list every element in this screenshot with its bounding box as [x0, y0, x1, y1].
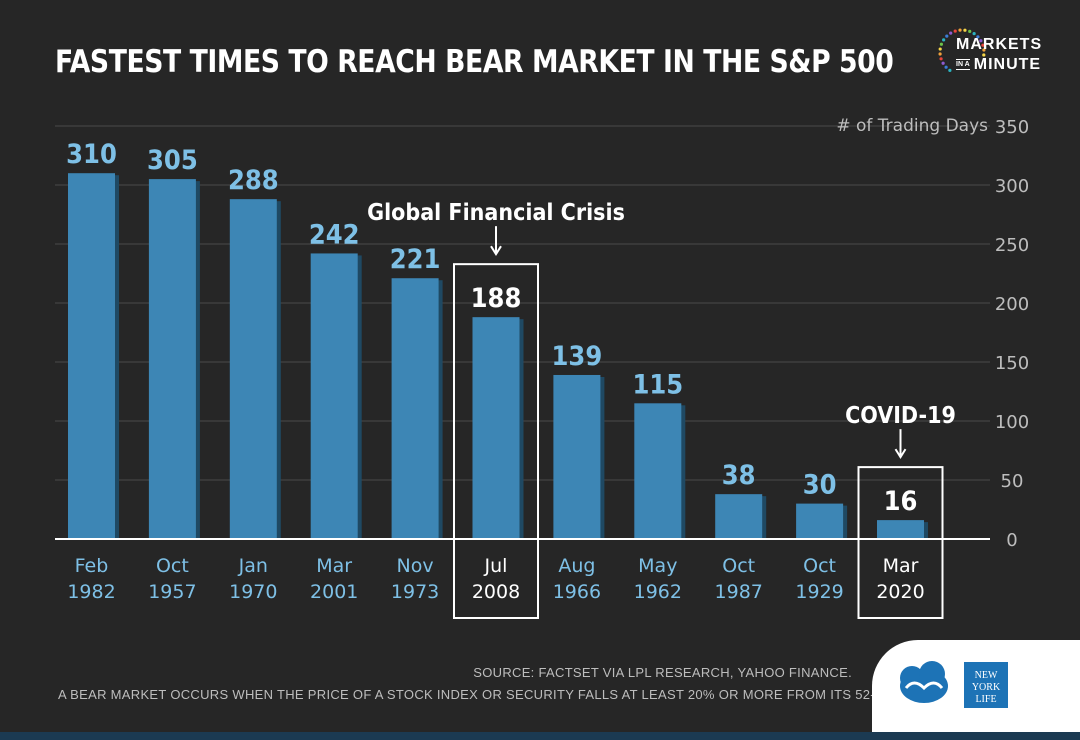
annotation-label: COVID-19	[845, 403, 956, 429]
footer-strip	[0, 732, 1080, 740]
cloud-icon	[900, 661, 948, 703]
source-note: SOURCE: FACTSET VIA LPL RESEARCH, YAHOO …	[473, 665, 852, 680]
data-label: 288	[228, 165, 279, 196]
x-tick-label: 1970	[229, 581, 277, 603]
brand-line-2-main: MINUTE	[973, 56, 1042, 73]
new-york-life-logo: NEW YORK LIFE	[900, 661, 1008, 708]
data-label: 221	[390, 244, 441, 275]
axis-title: # of Trading Days	[836, 116, 988, 136]
y-tick-label: 100	[995, 412, 1029, 433]
logo-word-1: NEW	[975, 670, 998, 681]
highlight-box	[453, 263, 539, 619]
bar	[796, 503, 844, 539]
logo-word-2: YORK	[972, 682, 1001, 693]
sponsor-logo-panel: NEW YORK LIFE	[872, 640, 1080, 734]
data-label: 188	[471, 283, 522, 314]
y-tick-label: 50	[1001, 471, 1024, 492]
dotted-ring-icon	[938, 28, 986, 72]
x-tick-label: 1957	[148, 581, 196, 603]
y-tick-label: 150	[995, 353, 1029, 374]
x-tick-label: Jan	[238, 555, 268, 577]
x-tick-label: Jul	[484, 555, 508, 577]
chart-title: FASTEST TIMES TO REACH BEAR MARKET IN TH…	[55, 44, 894, 80]
x-tick-label: Aug	[558, 555, 595, 577]
y-tick-label: 350	[995, 117, 1029, 138]
y-tick-label: 200	[995, 294, 1029, 315]
data-label: 310	[66, 139, 117, 170]
logo-word-3: LIFE	[975, 694, 996, 705]
bar-chart: 0 50 100 150 200 250 300 350 # of Trading Days 31…	[55, 116, 1029, 619]
brand-small-text: IN A	[956, 59, 970, 71]
x-tick-label: Mar	[316, 555, 352, 577]
data-label: 30	[803, 470, 837, 501]
y-tick-label: 0	[1006, 530, 1017, 551]
x-tick-label: 1929	[795, 581, 843, 603]
bar	[715, 494, 763, 539]
x-tick-label: Feb	[75, 555, 109, 577]
bar	[68, 173, 115, 539]
x-tick-label: Oct	[722, 555, 755, 577]
data-label: 16	[884, 486, 918, 517]
bar	[148, 179, 196, 539]
annotation-label: Global Financial Crisis	[367, 200, 625, 226]
bar	[391, 278, 439, 539]
data-label: 242	[309, 219, 360, 250]
bar	[553, 374, 601, 539]
x-tick-label: May	[638, 555, 677, 577]
brand-line-2: IN A MINUTE	[956, 56, 1041, 74]
bar	[472, 317, 520, 539]
arrowhead-icon	[894, 448, 907, 460]
bar	[229, 199, 277, 539]
x-tick-label: 1966	[553, 581, 601, 603]
x-tick-label: Oct	[156, 555, 189, 577]
x-tick-label: 2020	[876, 581, 924, 603]
data-label: 38	[722, 460, 756, 491]
bar	[634, 403, 682, 539]
x-tick-label: Mar	[883, 555, 919, 577]
x-tick-label: 2001	[310, 581, 358, 603]
x-tick-label: 1982	[67, 581, 115, 603]
definition-note: A BEAR MARKET OCCURS WHEN THE PRICE OF A…	[58, 687, 956, 702]
nyl-badge-icon	[964, 662, 1008, 708]
bar	[310, 253, 358, 539]
data-label: 139	[552, 341, 603, 372]
x-tick-label: Nov	[397, 555, 434, 577]
arrowhead-icon	[490, 245, 502, 257]
y-tick-label: 250	[995, 235, 1029, 256]
x-tick-label: 1973	[391, 581, 439, 603]
x-tick-label: 1987	[715, 581, 763, 603]
x-tick-label: 2008	[472, 581, 520, 603]
data-label: 115	[632, 369, 683, 400]
markets-in-a-minute-logo: MARKETS IN A MINUTE	[936, 26, 1056, 86]
y-tick-label: 300	[995, 176, 1029, 197]
data-label: 305	[147, 145, 198, 176]
x-tick-label: Oct	[803, 555, 836, 577]
bar	[877, 520, 924, 539]
highlight-box	[857, 466, 944, 619]
brand-line-1: MARKETS	[956, 36, 1043, 53]
x-tick-label: 1962	[634, 581, 682, 603]
